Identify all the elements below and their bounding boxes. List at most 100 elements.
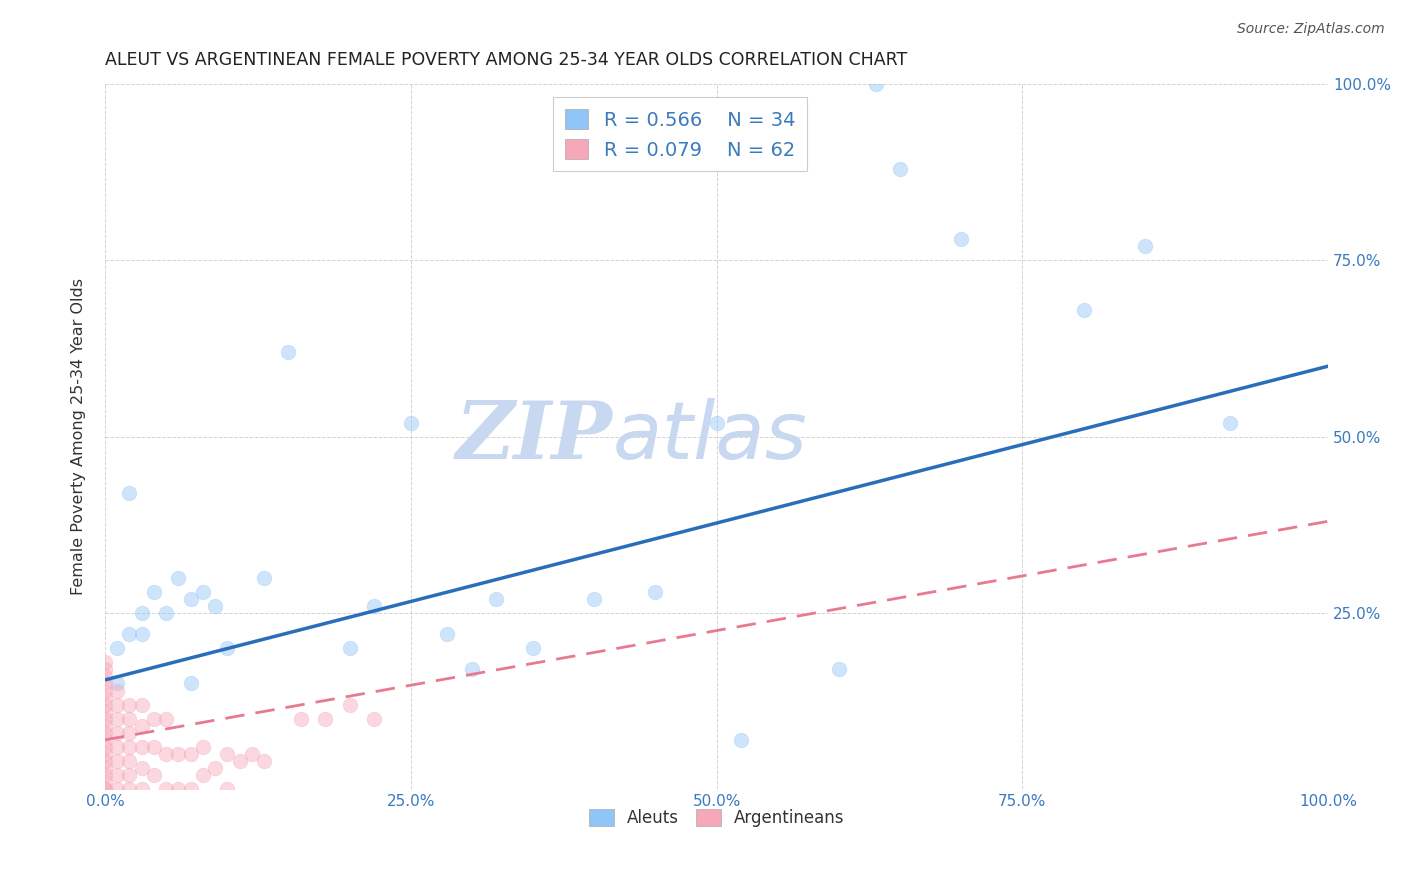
Point: [131, 627, 153, 641]
Y-axis label: Female Poverty Among 25-34 Year Olds: Female Poverty Among 25-34 Year Olds: [72, 278, 86, 595]
Point: [94, 662, 117, 676]
Point: [155, 782, 177, 797]
Point: [105, 726, 128, 740]
Point: [706, 416, 728, 430]
Point: [217, 641, 239, 656]
Point: [105, 739, 128, 754]
Point: [94, 782, 117, 797]
Point: [118, 782, 141, 797]
Point: [94, 698, 117, 712]
Point: [1133, 239, 1156, 253]
Legend: Aleuts, Argentineans: Aleuts, Argentineans: [582, 802, 851, 834]
Point: [950, 232, 973, 246]
Point: [314, 712, 336, 726]
Point: [105, 641, 128, 656]
Point: [1073, 302, 1095, 317]
Point: [339, 641, 361, 656]
Point: [191, 739, 214, 754]
Point: [105, 698, 128, 712]
Point: [142, 739, 165, 754]
Point: [94, 732, 117, 747]
Point: [363, 712, 385, 726]
Point: [253, 754, 276, 768]
Point: [105, 754, 128, 768]
Text: ZIP: ZIP: [456, 398, 613, 475]
Point: [118, 768, 141, 782]
Point: [131, 739, 153, 754]
Text: atlas: atlas: [613, 398, 807, 475]
Point: [142, 712, 165, 726]
Text: ALEUT VS ARGENTINEAN FEMALE POVERTY AMONG 25-34 YEAR OLDS CORRELATION CHART: ALEUT VS ARGENTINEAN FEMALE POVERTY AMON…: [105, 51, 907, 69]
Point: [94, 690, 117, 705]
Point: [131, 719, 153, 733]
Point: [339, 698, 361, 712]
Point: [240, 747, 263, 761]
Point: [94, 726, 117, 740]
Point: [94, 669, 117, 683]
Point: [105, 768, 128, 782]
Point: [105, 782, 128, 797]
Point: [118, 739, 141, 754]
Point: [94, 782, 117, 797]
Point: [167, 782, 190, 797]
Point: [180, 747, 202, 761]
Point: [217, 747, 239, 761]
Point: [167, 747, 190, 761]
Point: [1219, 416, 1241, 430]
Point: [142, 584, 165, 599]
Point: [131, 698, 153, 712]
Point: [118, 698, 141, 712]
Point: [204, 599, 226, 613]
Point: [131, 606, 153, 620]
Point: [94, 655, 117, 669]
Point: [155, 747, 177, 761]
Point: [105, 676, 128, 690]
Point: [228, 754, 250, 768]
Point: [204, 761, 226, 775]
Point: [485, 591, 508, 606]
Point: [94, 739, 117, 754]
Point: [94, 683, 117, 698]
Point: [105, 712, 128, 726]
Point: [436, 627, 458, 641]
Point: [118, 726, 141, 740]
Point: [118, 754, 141, 768]
Point: [399, 416, 422, 430]
Point: [105, 683, 128, 698]
Point: [889, 161, 911, 176]
Point: [94, 719, 117, 733]
Point: [180, 676, 202, 690]
Point: [131, 761, 153, 775]
Point: [94, 712, 117, 726]
Point: [461, 662, 484, 676]
Point: [217, 782, 239, 797]
Point: [118, 627, 141, 641]
Point: [583, 591, 606, 606]
Text: Source: ZipAtlas.com: Source: ZipAtlas.com: [1237, 22, 1385, 37]
Point: [277, 345, 299, 359]
Point: [94, 705, 117, 719]
Point: [155, 712, 177, 726]
Point: [131, 782, 153, 797]
Point: [191, 584, 214, 599]
Point: [828, 662, 851, 676]
Point: [363, 599, 385, 613]
Point: [142, 768, 165, 782]
Point: [167, 571, 190, 585]
Point: [94, 768, 117, 782]
Point: [94, 775, 117, 789]
Point: [118, 486, 141, 500]
Point: [155, 606, 177, 620]
Point: [180, 782, 202, 797]
Point: [180, 591, 202, 606]
Point: [865, 77, 887, 91]
Point: [94, 761, 117, 775]
Point: [94, 754, 117, 768]
Point: [290, 712, 312, 726]
Point: [522, 641, 544, 656]
Point: [118, 712, 141, 726]
Point: [191, 768, 214, 782]
Point: [253, 571, 276, 585]
Point: [94, 676, 117, 690]
Point: [730, 732, 752, 747]
